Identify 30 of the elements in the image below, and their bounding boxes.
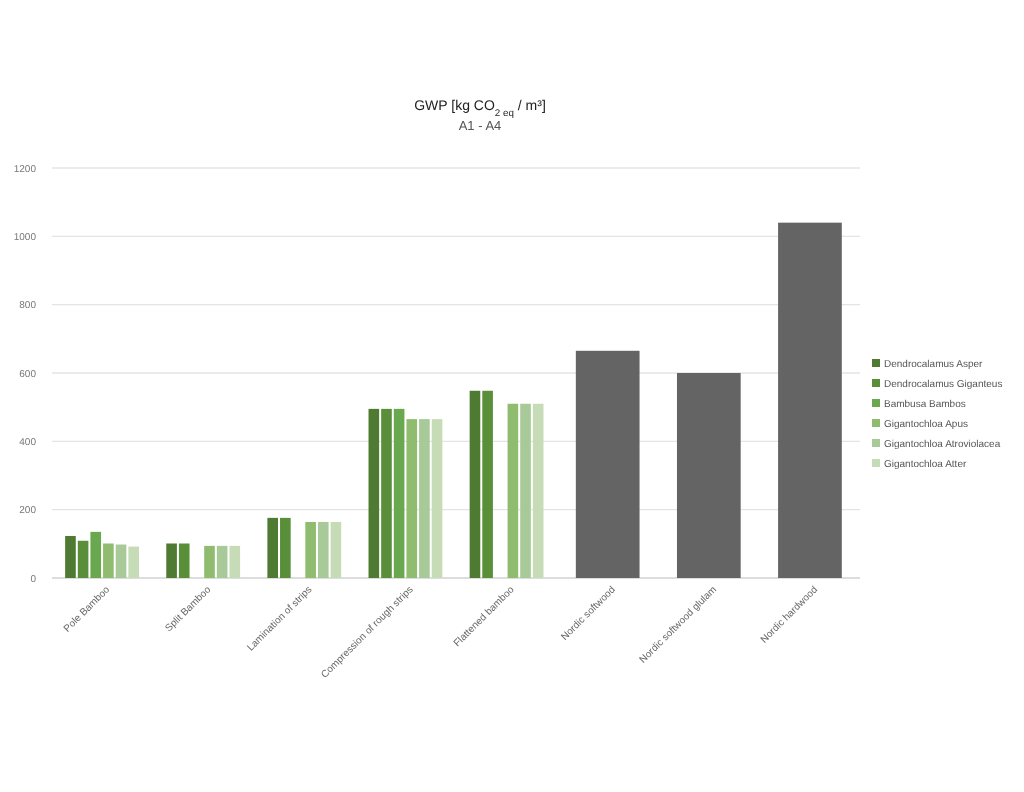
bar bbox=[216, 545, 228, 578]
bar bbox=[520, 403, 531, 578]
bar bbox=[532, 403, 544, 578]
bar bbox=[419, 419, 430, 578]
bar bbox=[393, 408, 405, 578]
bar bbox=[77, 540, 89, 578]
bar bbox=[178, 543, 190, 578]
bar bbox=[330, 521, 342, 578]
bar bbox=[229, 545, 241, 578]
bar bbox=[65, 535, 76, 578]
bar bbox=[575, 350, 640, 578]
bar bbox=[128, 546, 139, 578]
bar bbox=[431, 419, 443, 578]
bar bbox=[778, 222, 842, 578]
bar bbox=[280, 517, 291, 578]
bar bbox=[267, 517, 279, 578]
bar bbox=[381, 408, 392, 578]
bar bbox=[406, 419, 418, 578]
bar bbox=[676, 373, 741, 578]
bar bbox=[317, 521, 329, 578]
bar bbox=[507, 403, 519, 578]
bar bbox=[305, 521, 316, 578]
bar bbox=[166, 543, 177, 578]
bar bbox=[90, 531, 102, 578]
bar bbox=[204, 545, 215, 578]
bar bbox=[482, 390, 493, 578]
bar bbox=[469, 390, 481, 578]
bar bbox=[368, 408, 380, 578]
bar bbox=[103, 543, 114, 578]
bar bbox=[115, 544, 127, 578]
